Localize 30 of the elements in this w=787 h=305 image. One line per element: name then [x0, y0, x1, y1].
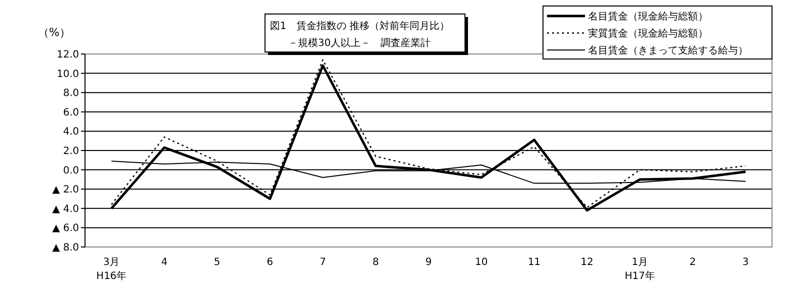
x-tick-label: 3月 H16年 [96, 257, 127, 282]
x-tick-label: 3 [742, 257, 749, 268]
y-tick-label: 10.0 [56, 68, 79, 80]
x-tick-label: 8 [372, 257, 379, 268]
legend-label: 名目賃金（現金給与総額） [588, 10, 708, 22]
y-axis-title: （%） [38, 26, 70, 39]
x-tick-label: 9 [425, 257, 432, 268]
x-tick-label: 7 [320, 257, 326, 268]
chart-title: 図1 賃金指数の 推移（対前年同月比） [270, 20, 450, 32]
x-tick-label: 4 [161, 257, 168, 268]
y-tick-label: ▲ 2.0 [52, 184, 79, 196]
y-tick-label: 0.0 [63, 165, 79, 176]
y-tick-label: ▲ 8.0 [52, 242, 79, 254]
x-tick-label: 12 [580, 257, 594, 268]
chart-subtitle: －規模30人以上－ 調査産業計 [288, 37, 431, 49]
y-tick-label: 2.0 [63, 146, 79, 157]
x-tick-label: 11 [528, 257, 541, 268]
y-tick-label: ▲ 6.0 [52, 223, 79, 234]
y-tick-label: 12.0 [56, 50, 79, 60]
y-tick-label: 8.0 [63, 88, 79, 100]
x-tick-label: 5 [214, 257, 220, 268]
x-tick-label: 2 [690, 257, 696, 268]
legend-label: 名目賃金（きまって支給する給与） [588, 44, 748, 56]
x-tick-label: 1月 H17年 [624, 257, 656, 282]
x-tick-label: 10 [474, 257, 488, 268]
y-tick-label: ▲ 4.0 [52, 204, 79, 215]
y-tick-label: 6.0 [63, 107, 79, 118]
legend-label: 実質賃金（現金給与総額） [588, 28, 708, 40]
y-tick-label: 4.0 [63, 126, 79, 138]
x-tick-label: 6 [266, 257, 274, 268]
